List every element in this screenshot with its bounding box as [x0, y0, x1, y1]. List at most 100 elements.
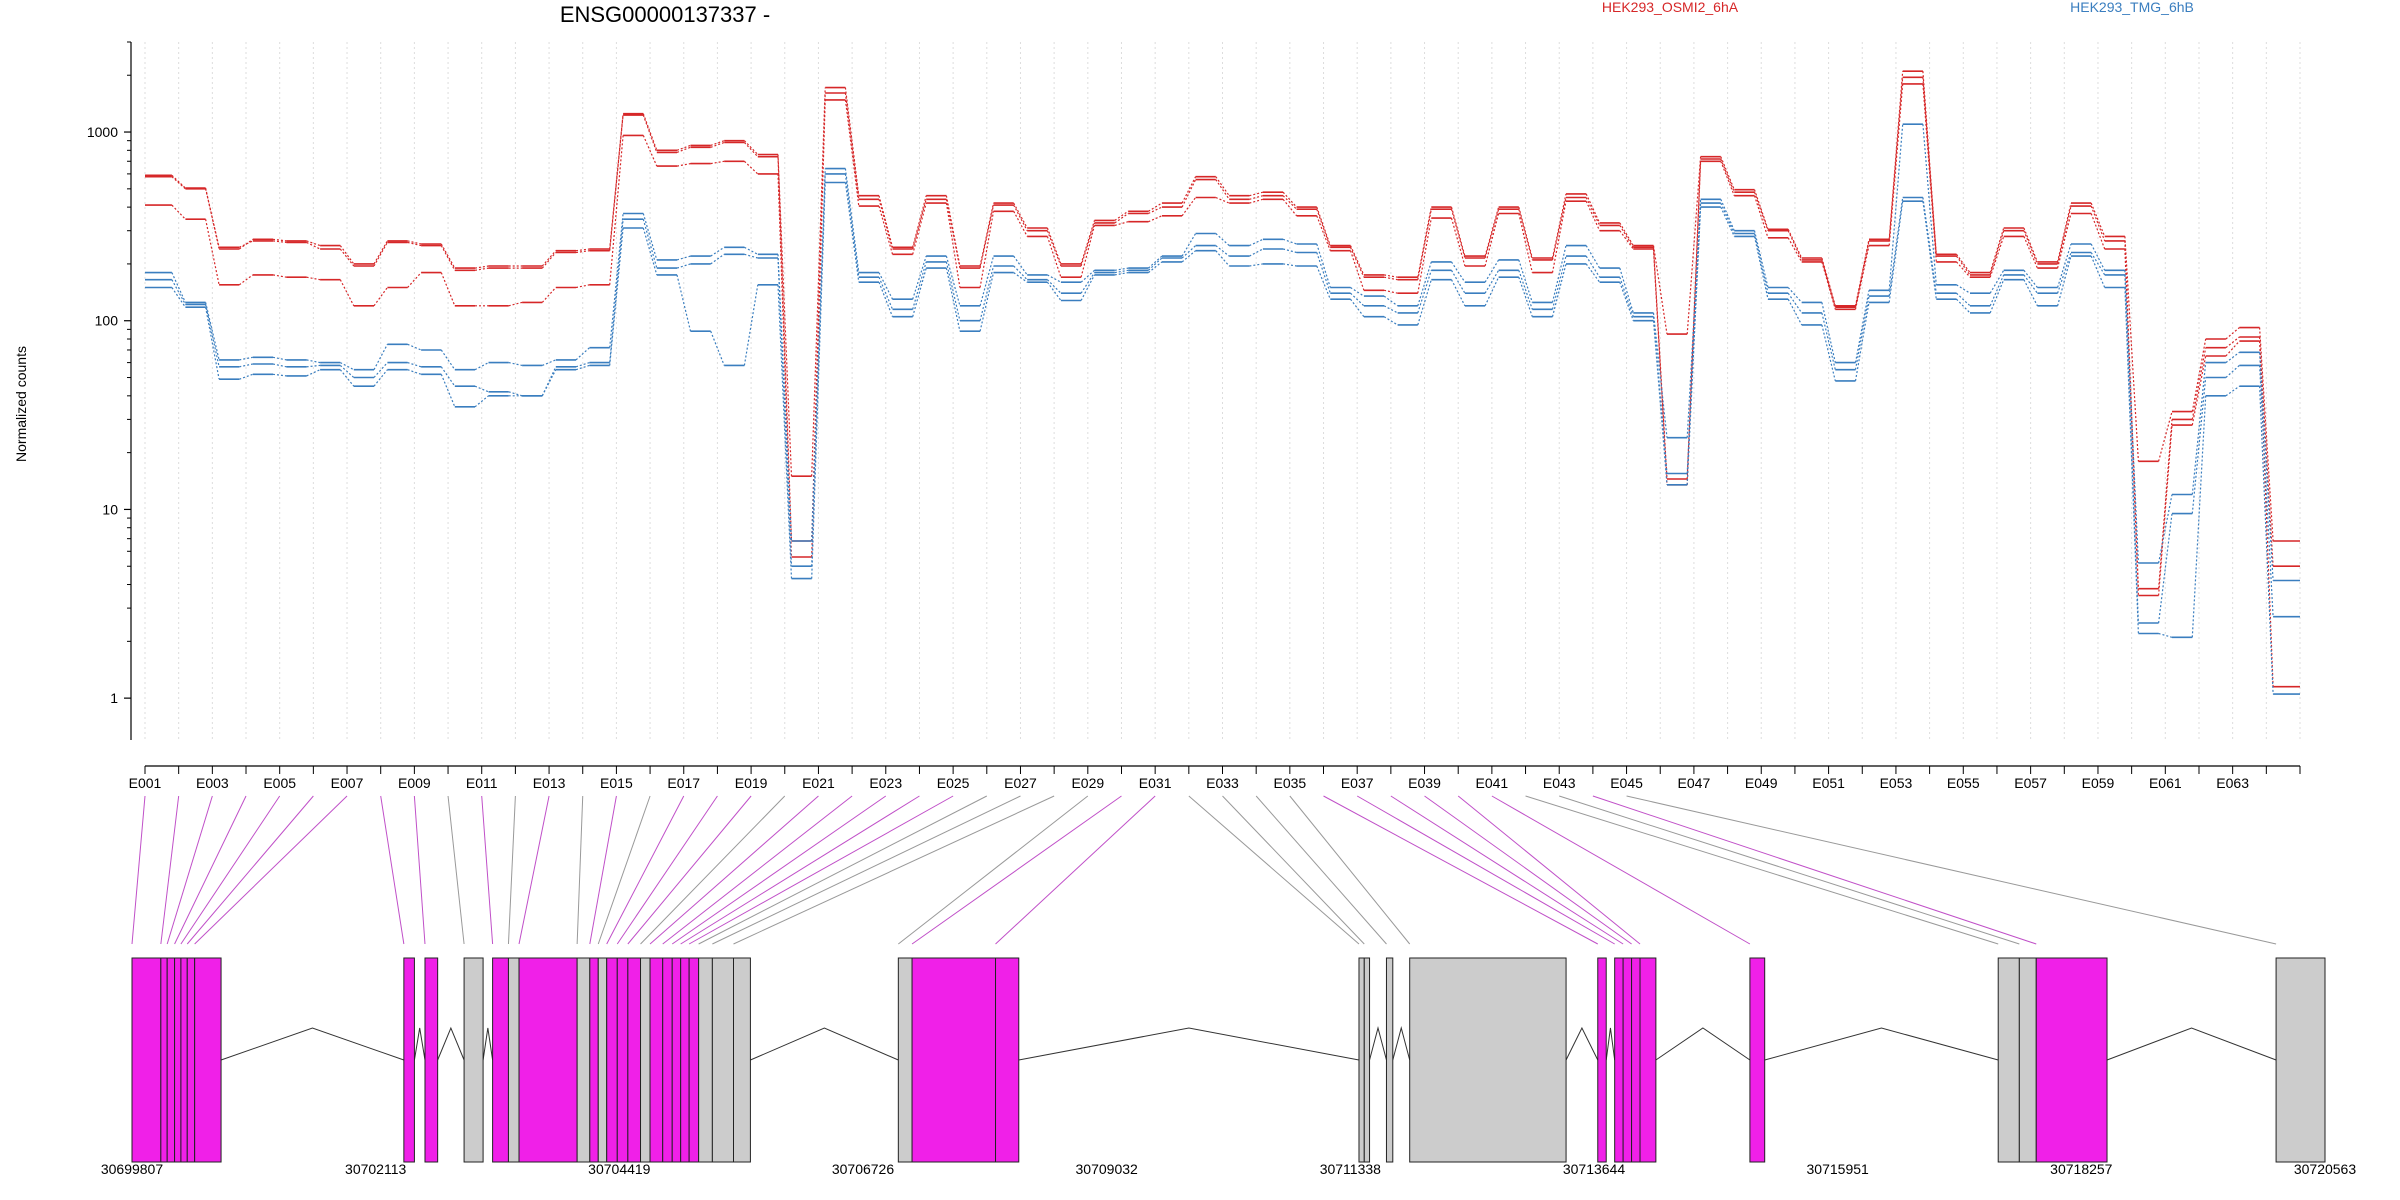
- exon-bin-untested: [463, 957, 484, 1163]
- legend-series-tmg: HEK293_TMG_6hB: [2070, 0, 2194, 15]
- x-tick-label: E003: [196, 775, 229, 791]
- coordinate-label: 30709032: [1076, 1161, 1139, 1177]
- legend-series-osmi2: HEK293_OSMI2_6hA: [1602, 0, 1739, 15]
- exon-mapping-line: [380, 795, 405, 945]
- exon-mapping-line: [733, 795, 1055, 945]
- exon-mapping-line: [1356, 795, 1615, 945]
- series-connector-0-rep-1: [171, 77, 2274, 589]
- exon-mapping-line: [131, 795, 146, 945]
- exon-mapping-line: [597, 795, 651, 945]
- intron-line: [1565, 1026, 1599, 1061]
- exon-mapping-line: [194, 795, 348, 945]
- exon-bin-tested: [131, 957, 162, 1163]
- exon-bin-untested: [1363, 957, 1371, 1163]
- x-tick-label: E053: [1880, 775, 1913, 791]
- intron-line: [1764, 1027, 1999, 1061]
- exon-bin-tested: [671, 957, 682, 1163]
- x-tick-label: E045: [1610, 775, 1643, 791]
- exon-bin-untested: [2275, 957, 2326, 1163]
- exon-mapping-line: [680, 795, 920, 945]
- exon-mapping-line: [160, 795, 180, 945]
- exon-bin-tested: [627, 957, 642, 1163]
- exon-mapping-line: [911, 795, 1122, 945]
- exon-bin-tested: [911, 957, 997, 1163]
- intron-line: [1605, 1027, 1616, 1061]
- y-tick-label: 1: [110, 690, 118, 706]
- exon-mapping-line: [662, 795, 853, 945]
- exon-bin-tested: [186, 957, 196, 1163]
- exon-mapping-line: [413, 795, 426, 945]
- plot-series: [145, 70, 2300, 695]
- exon-bin-untested: [698, 957, 713, 1163]
- exon-mapping-line: [1188, 795, 1360, 945]
- intron-line: [1018, 1027, 1360, 1061]
- exon-mapping-line: [698, 795, 988, 945]
- coordinate-label: 30699807: [101, 1161, 164, 1177]
- exon-mapping-line: [606, 795, 685, 945]
- exon-mapping-lines: [131, 795, 2277, 945]
- coordinate-label: 30711338: [1320, 1161, 1381, 1177]
- exon-bin-tested: [606, 957, 618, 1163]
- exon-mapping-line: [1424, 795, 1632, 945]
- y-tick-label: 100: [95, 313, 119, 329]
- exon-bin-tested: [1749, 957, 1766, 1163]
- exon-mapping-line: [576, 795, 584, 945]
- exon-bin-tested: [649, 957, 664, 1163]
- exon-bin-tested: [1614, 957, 1624, 1163]
- series-connector-1-rep-2: [171, 182, 2274, 695]
- exon-mapping-line: [1323, 795, 1599, 945]
- exon-mapping-line: [898, 795, 1089, 945]
- exon-bin-tested: [662, 957, 673, 1163]
- exon-mapping-line: [1525, 795, 1999, 945]
- series-connector-0-rep-2: [171, 83, 2274, 687]
- x-tick-label: E009: [398, 775, 431, 791]
- x-tick-label: E011: [466, 775, 498, 791]
- exon-mapping-line: [616, 795, 718, 945]
- intron-line: [1392, 1026, 1411, 1061]
- exon-mapping-line: [671, 795, 887, 945]
- exon-mapping-line: [507, 795, 516, 945]
- exon-bin-tested: [2035, 957, 2108, 1163]
- exon-mapping-line: [1255, 795, 1387, 945]
- coordinate-label: 30715951: [1807, 1161, 1870, 1177]
- gene-model: [131, 957, 2326, 1163]
- x-tick-label: E017: [667, 775, 700, 791]
- exon-mapping-line: [1222, 795, 1365, 945]
- series-line-0-rep-1: [145, 76, 2300, 590]
- series-line-0-rep-2: [145, 83, 2300, 688]
- coordinate-label: 30718257: [2050, 1161, 2113, 1177]
- series-connector-1-rep-0: [171, 124, 2274, 581]
- y-axis-label: Normalized counts: [13, 346, 29, 462]
- exon-bin-untested: [1997, 957, 2020, 1163]
- x-tick-label: E063: [2216, 775, 2249, 791]
- exon-mapping-line: [1626, 795, 2277, 945]
- exon-bin-tested: [166, 957, 176, 1163]
- exon-bin-tested: [1597, 957, 1607, 1163]
- exon-mapping-line: [627, 795, 752, 945]
- coordinate-label: 30720563: [2294, 1161, 2357, 1177]
- exon-mapping-line: [481, 795, 494, 945]
- series-connector-0-rep-0: [171, 71, 2274, 542]
- exon-mapping-line: [1390, 795, 1624, 945]
- exon-bin-tested: [995, 957, 1020, 1163]
- x-tick-label: E047: [1678, 775, 1711, 791]
- x-tick-label: E023: [869, 775, 902, 791]
- exon-bin-tested: [1622, 957, 1633, 1163]
- exon-mapping-line: [166, 795, 213, 945]
- coordinate-label: 30702113: [345, 1161, 406, 1177]
- exon-bin-tested: [174, 957, 182, 1163]
- chart-title: ENSG00000137337 -: [560, 2, 770, 27]
- x-tick-label: E015: [600, 775, 633, 791]
- exon-bin-untested: [1409, 957, 1567, 1163]
- intron-line: [482, 1027, 494, 1061]
- series-connector-1-rep-1: [171, 173, 2274, 624]
- exon-mapping-line: [640, 795, 786, 945]
- exon-bin-untested: [597, 957, 608, 1163]
- x-tick-label: E057: [2014, 775, 2047, 791]
- x-tick-label: E049: [1745, 775, 1778, 791]
- x-tick-label: E035: [1273, 775, 1306, 791]
- intron-line: [437, 1026, 465, 1061]
- exon-bin-untested: [1358, 957, 1365, 1163]
- plot-grid: [144, 42, 2301, 740]
- coordinate-label: 30706726: [832, 1161, 895, 1177]
